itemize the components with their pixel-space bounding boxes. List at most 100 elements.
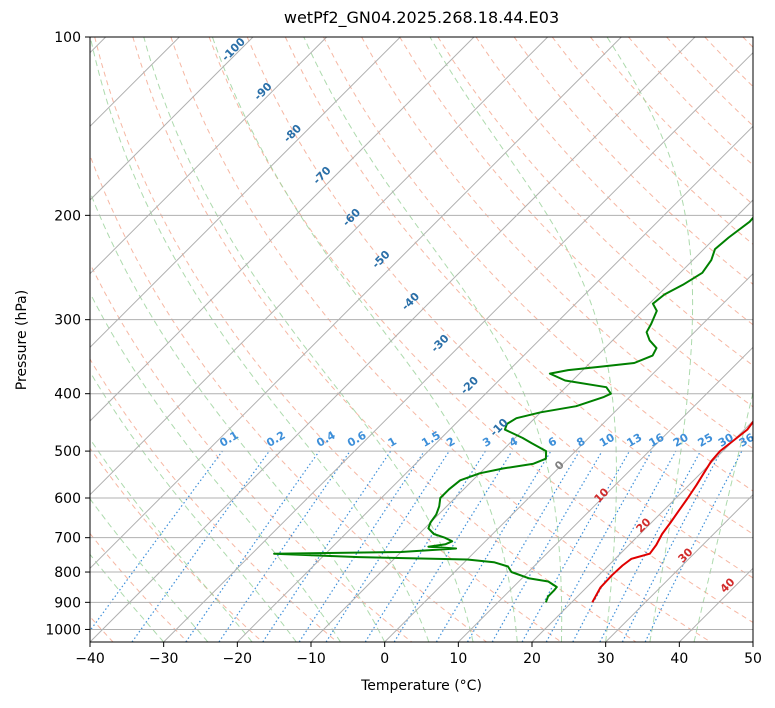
y-tick-label: 900: [54, 595, 81, 611]
moist-adiabat-line: [90, 370, 297, 642]
mixing-ratio-label: 0.6: [345, 429, 369, 450]
moist-adiabat-line: [90, 553, 165, 642]
dry-adiabat-line: [170, 37, 711, 642]
mixing-ratio-label: 1: [386, 435, 399, 450]
mixing-ratio-label: 3: [480, 435, 493, 450]
isotherm-label: 30: [676, 545, 696, 565]
mixing-ratio-line: [466, 450, 580, 642]
isotherm-line: [90, 37, 401, 349]
mixing-ratio-line: [435, 450, 552, 642]
mixing-ratio-line: [364, 450, 486, 642]
moist-adiabat-line: [211, 37, 518, 642]
moist-adiabat-line: [90, 37, 430, 642]
moist-adiabat-line: [90, 438, 253, 642]
isotherm-line: [163, 51, 753, 642]
mixing-ratio-label: 30: [716, 431, 736, 450]
isotherm-line: [752, 641, 753, 642]
x-tick-label: −10: [296, 651, 326, 667]
upper-isotherm-label: -40: [399, 290, 422, 313]
mixing-ratio-line: [572, 450, 677, 642]
x-tick-label: 10: [449, 651, 467, 667]
mixing-ratio-label: 1.5: [419, 429, 442, 450]
isotherm-line: [0, 37, 32, 642]
mixing-ratio-line: [644, 450, 743, 642]
upper-isotherm-label: -70: [310, 164, 333, 187]
isotherm-label: 10: [592, 485, 612, 505]
upper-isotherm-label: -10: [487, 416, 510, 439]
mixing-ratio-line: [325, 450, 450, 642]
dry-adiabat-line: [323, 37, 753, 492]
isotherm-line: [310, 199, 753, 642]
isotherm-line: [384, 272, 753, 642]
x-tick-label: 40: [670, 651, 688, 667]
dry-adiabat-line: [90, 615, 114, 642]
background-lines: [0, 37, 753, 642]
isotherm-line: [90, 37, 696, 642]
mixing-ratio-line: [131, 450, 270, 642]
series-layer: [273, 216, 753, 603]
moist-adiabat-line: [606, 37, 694, 642]
dry-adiabat-line: [399, 37, 753, 408]
x-tick-label: 50: [744, 651, 762, 667]
x-tick-label: −40: [75, 651, 105, 667]
dry-adiabat-line: [94, 37, 562, 642]
dry-adiabat-line: [90, 532, 189, 642]
y-tick-label: 800: [54, 565, 81, 581]
dewpoint-line: [273, 216, 753, 603]
moist-adiabat-line: [90, 190, 386, 642]
isotherm-label: 0: [552, 458, 567, 473]
axis-layer: −40 −30 −20 −10 0 10 20 30 40 5010020030040050060…: [45, 30, 762, 667]
mixing-ratio-label: 16: [647, 431, 667, 450]
isotherm-line: [90, 37, 475, 422]
moist-adiabat-line: [90, 497, 209, 642]
isotherm-line: [90, 37, 328, 275]
mixing-ratio-label: 8: [574, 435, 587, 450]
mixing-ratio-line: [90, 450, 223, 632]
dry-adiabat-line: [742, 37, 753, 48]
dry-adiabat-line: [246, 37, 753, 579]
moist-adiabat-line: [143, 37, 474, 642]
mixing-ratio-label: 2: [444, 435, 457, 450]
mixing-ratio-label: 10: [597, 431, 617, 450]
upper-isotherm-label: -90: [251, 80, 274, 103]
mixing-ratio-line: [545, 450, 653, 642]
y-tick-label: 100: [54, 30, 81, 46]
isotherm-line: [531, 420, 753, 642]
upper-isotherm-label: -60: [340, 206, 363, 229]
dry-adiabat-line: [90, 262, 413, 642]
isotherm-label: 40: [718, 575, 738, 595]
y-tick-label: 500: [54, 444, 81, 460]
mixing-ratio-line: [262, 450, 392, 642]
x-tick-label: −30: [149, 651, 179, 667]
x-tick-label: 0: [380, 651, 389, 667]
moist-adiabat-line: [303, 37, 563, 642]
mixing-ratio-label: 6: [546, 434, 559, 449]
isotherm-line: [90, 37, 549, 496]
moist-adiabat-line: [90, 292, 341, 642]
isotherm-line: [90, 37, 622, 570]
mixing-ratio-label: 20: [671, 431, 691, 450]
mixing-ratio-line: [218, 450, 351, 642]
x-axis-label: Temperature (°C): [361, 678, 482, 694]
y-tick-label: 400: [54, 387, 81, 403]
mixing-ratio-label: 25: [696, 431, 716, 450]
x-tick-label: 20: [523, 651, 541, 667]
upper-isotherm-label: -100: [219, 35, 248, 64]
y-tick-label: 1000: [45, 622, 81, 638]
y-tick-label: 700: [54, 531, 81, 547]
isotherm-label: 20: [634, 515, 654, 535]
isotherm-line: [90, 37, 254, 201]
y-tick-label: 200: [54, 208, 81, 224]
mixing-ratio-line: [298, 450, 425, 642]
isotherm-line: [605, 493, 753, 642]
chart-title: wetPf2_GN04.2025.268.18.44.E03: [283, 8, 560, 27]
label-layer: 0.1 0.2 0.4 0.6 1 1.5 2 3 4 6 8 10 13 16 20 25 30 36-100-…: [217, 35, 756, 596]
x-tick-label: 30: [597, 651, 615, 667]
dry-adiabat-line: [90, 153, 487, 642]
mixing-ratio-line: [521, 450, 631, 642]
mixing-ratio-label: 0.4: [314, 429, 338, 450]
upper-isotherm-label: -50: [369, 248, 392, 271]
upper-isotherm-label: -80: [281, 122, 304, 145]
plot-frame: [89, 36, 754, 643]
